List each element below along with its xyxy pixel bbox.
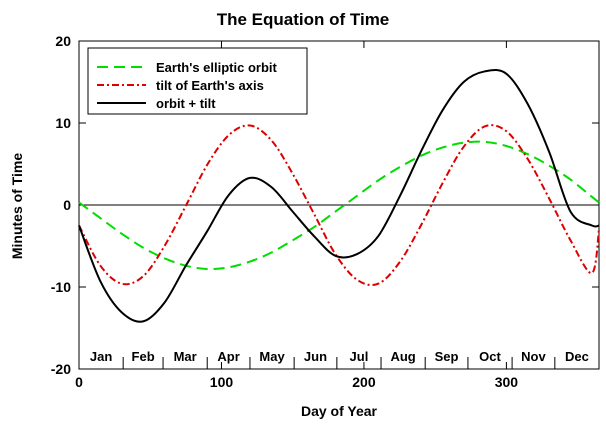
month-label: Jan [90, 349, 112, 364]
x-tick-label: 100 [210, 374, 234, 390]
y-tick-label: -10 [51, 279, 71, 295]
month-label: Apr [217, 349, 239, 364]
legend-label-2: tilt of Earth's axis [156, 78, 264, 93]
chart-title: The Equation of Time [217, 10, 390, 29]
month-label: Nov [521, 349, 546, 364]
month-label: Oct [479, 349, 501, 364]
month-label: Feb [132, 349, 155, 364]
y-tick-label: 0 [63, 197, 71, 213]
month-label: Aug [390, 349, 415, 364]
y-tick-label: 20 [55, 33, 71, 49]
legend-label-1: Earth's elliptic orbit [156, 60, 278, 75]
series-line-1 [78, 140, 600, 271]
y-tick-label: -20 [51, 361, 71, 377]
x-tick-label: 0 [75, 374, 83, 390]
series-layer [78, 69, 600, 323]
month-label: Sep [435, 349, 459, 364]
month-label: Jul [350, 349, 369, 364]
month-label: Jun [304, 349, 327, 364]
series-line-2 [78, 124, 600, 286]
legend: Earth's elliptic orbit tilt of Earth's ax… [87, 47, 308, 115]
x-axis-label: Day of Year [301, 403, 378, 419]
legend-label-3: orbit + tilt [156, 96, 216, 111]
y-axis-label: Minutes of Time [9, 153, 25, 260]
y-tick-label: 10 [55, 115, 71, 131]
month-label: May [259, 349, 285, 364]
series-line-3 [78, 69, 600, 323]
month-label: Mar [174, 349, 197, 364]
month-label: Dec [565, 349, 589, 364]
x-tick-label: 200 [352, 374, 376, 390]
x-tick-label: 300 [495, 374, 519, 390]
